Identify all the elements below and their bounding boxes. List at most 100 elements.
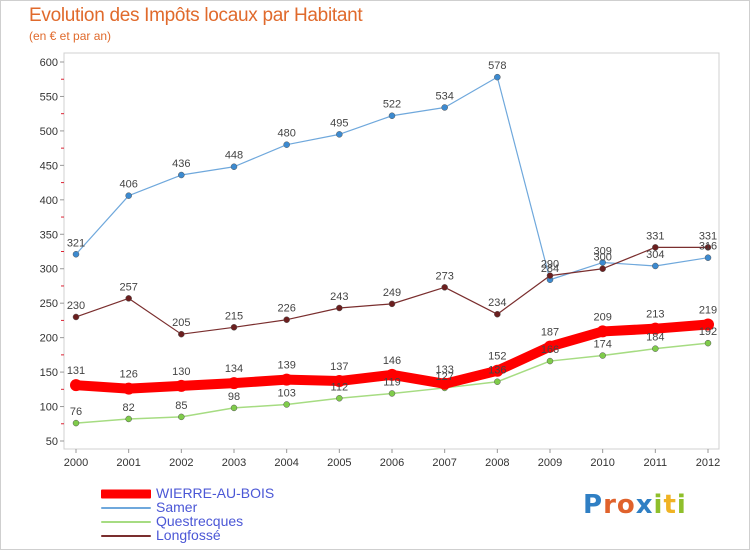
data-label-wierre: 134 <box>225 363 243 375</box>
data-label-wierre: 152 <box>488 351 506 363</box>
data-point-wierre <box>702 318 714 331</box>
x-tick-label: 2008 <box>485 457 509 469</box>
data-point-questrecques <box>704 339 712 347</box>
proxiti-logo: Proxiti <box>583 490 687 520</box>
data-point-samer <box>441 104 448 111</box>
legend-swatch-questrecques <box>101 521 151 523</box>
logo-letter: o <box>616 490 636 520</box>
data-label-longfosse: 290 <box>541 259 559 271</box>
legend-label-samer: Samer <box>156 499 198 515</box>
data-point-longfosse <box>72 313 80 321</box>
data-point-questrecques <box>72 419 80 427</box>
y-tick-label: 50 <box>46 436 58 448</box>
data-label-questrecques: 76 <box>70 406 82 418</box>
data-point-wierre <box>491 364 504 377</box>
legend-item-longfosse: Longfossé <box>101 527 361 543</box>
data-point-wierre <box>280 373 293 386</box>
y-tick-label: 550 <box>40 91 58 103</box>
x-tick-label: 2009 <box>538 457 562 469</box>
data-label-samer: 448 <box>225 150 243 162</box>
data-point-longfosse <box>546 272 554 279</box>
data-point-questrecques <box>388 390 396 397</box>
legend-item-samer: Samer <box>101 499 361 515</box>
data-point-samer <box>283 141 290 148</box>
data-label-questrecques: 98 <box>228 391 240 403</box>
data-label-wierre: 126 <box>119 369 137 381</box>
axes: 50 100 150 200 250 300 350 400 450 500 550 600 2000 2… <box>40 52 720 469</box>
data-label-wierre: 131 <box>67 365 85 377</box>
logo-letter: i <box>676 490 687 520</box>
data-label-questrecques: 127 <box>435 371 453 383</box>
data-point-samer <box>178 171 185 179</box>
data-label-questrecques: 136 <box>488 365 506 377</box>
y-tick-label: 200 <box>40 333 58 345</box>
x-tick-label: 2001 <box>116 457 140 469</box>
data-label-samer: 284 <box>541 263 559 275</box>
data-label-samer: 321 <box>67 237 85 249</box>
x-tick-label: 2012 <box>696 457 720 469</box>
data-point-longfosse <box>652 244 659 251</box>
data-point-longfosse <box>125 295 132 302</box>
data-label-questrecques: 82 <box>123 402 135 414</box>
x-tick-label: 2002 <box>169 457 193 469</box>
data-point-wierre <box>122 382 135 395</box>
data-label-samer: 495 <box>330 117 348 129</box>
data-point-samer <box>494 73 501 81</box>
logo-letter: x <box>635 490 654 520</box>
x-tick-label: 2007 <box>432 457 456 469</box>
x-tick-label: 2010 <box>590 457 614 469</box>
data-point-questrecques <box>336 395 343 402</box>
data-label-questrecques: 85 <box>175 400 187 412</box>
data-label-longfosse: 249 <box>383 287 401 299</box>
data-label-samer: 309 <box>593 246 611 258</box>
y-tick-label: 300 <box>40 264 58 276</box>
data-point-longfosse <box>230 324 238 331</box>
data-point-wierre <box>333 375 346 388</box>
data-label-questrecques: 192 <box>699 326 717 338</box>
x-tick-label: 2003 <box>222 457 246 469</box>
logo-letter: t <box>663 490 677 520</box>
data-point-longfosse <box>494 310 501 318</box>
legend-swatch-samer <box>101 507 151 509</box>
data-point-wierre <box>228 377 240 390</box>
chart-title: Evolution des Impôts locaux par Habitant <box>29 5 363 26</box>
legend-label-wierre: WIERRE-AU-BOIS <box>156 485 275 501</box>
data-label-questrecques: 174 <box>593 339 611 351</box>
data-point-questrecques <box>178 413 185 421</box>
data-label-wierre: 219 <box>699 305 717 317</box>
data-label-samer: 316 <box>699 241 717 253</box>
data-label-questrecques: 103 <box>277 387 295 399</box>
data-label-samer: 578 <box>488 60 506 72</box>
data-point-longfosse <box>178 330 185 338</box>
x-tick-label: 2006 <box>380 457 404 469</box>
y-tick-label: 400 <box>40 195 58 207</box>
data-label-questrecques: 184 <box>646 332 664 344</box>
legend-swatch-wierre <box>101 489 151 499</box>
x-tick-label: 2011 <box>644 457 668 469</box>
data-label-wierre: 187 <box>541 327 559 339</box>
logo-letter: i <box>653 490 664 520</box>
data-label-longfosse: 215 <box>225 310 243 322</box>
data-label-wierre: 209 <box>593 311 611 323</box>
data-point-wierre <box>596 325 609 338</box>
data-point-questrecques <box>125 415 132 423</box>
y-tick-label: 150 <box>40 367 58 379</box>
data-label-samer: 522 <box>383 99 401 111</box>
data-label-wierre: 137 <box>330 361 348 373</box>
data-point-longfosse <box>599 265 606 272</box>
data-label-samer: 406 <box>119 179 137 191</box>
series-lines <box>70 73 714 427</box>
data-point-questrecques <box>652 345 659 352</box>
legend-swatch-longfosse <box>101 535 151 537</box>
logo-letter: P <box>583 490 604 520</box>
y-tick-label: 500 <box>40 126 58 138</box>
data-point-samer <box>704 254 712 261</box>
data-label-longfosse: 273 <box>435 270 453 282</box>
y-tick-label: 250 <box>40 298 58 310</box>
data-label-longfosse: 230 <box>67 300 85 312</box>
data-point-samer <box>230 163 238 170</box>
legend-item-questrecques: Questrecques <box>101 513 361 529</box>
data-point-wierre <box>386 368 398 381</box>
data-label-samer: 436 <box>172 158 190 170</box>
